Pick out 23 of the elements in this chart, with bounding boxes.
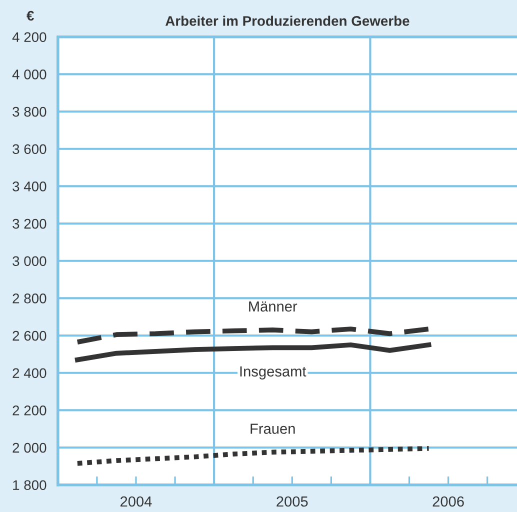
y-tick-label: 2 000 [12, 442, 46, 453]
x-tick-label: 2006 [432, 496, 464, 507]
y-tick-label: 2 400 [12, 368, 46, 378]
y-tick-label: 3 200 [12, 218, 46, 229]
series-label: Insgesamt [240, 366, 306, 380]
line-series [74, 342, 432, 362]
y-tick-label: 4 000 [12, 70, 46, 80]
y-tick-label: 3 600 [12, 144, 46, 154]
y-tick-label: 3 000 [12, 256, 46, 266]
y-tick-label: 2 600 [12, 330, 46, 341]
y-tick-label: 3 800 [12, 106, 46, 117]
y-tick-label: 1 800 [13, 480, 46, 490]
series-label: Männer [249, 301, 298, 312]
x-tick-label: 2004 [120, 496, 152, 507]
line-series [74, 326, 432, 344]
x-tick-label: 2005 [276, 496, 308, 507]
y-tick-label: 4 200 [12, 32, 46, 42]
y-tick-label: 3 400 [12, 182, 46, 192]
chart-title: Arbeiter im Produzierenden Gewerbe [165, 16, 410, 26]
series-label: Frauen [250, 424, 295, 434]
y-tick-label: 2 200 [12, 406, 46, 416]
y-axis-title: € [26, 10, 34, 21]
y-tick-label: 2 800 [12, 294, 46, 304]
